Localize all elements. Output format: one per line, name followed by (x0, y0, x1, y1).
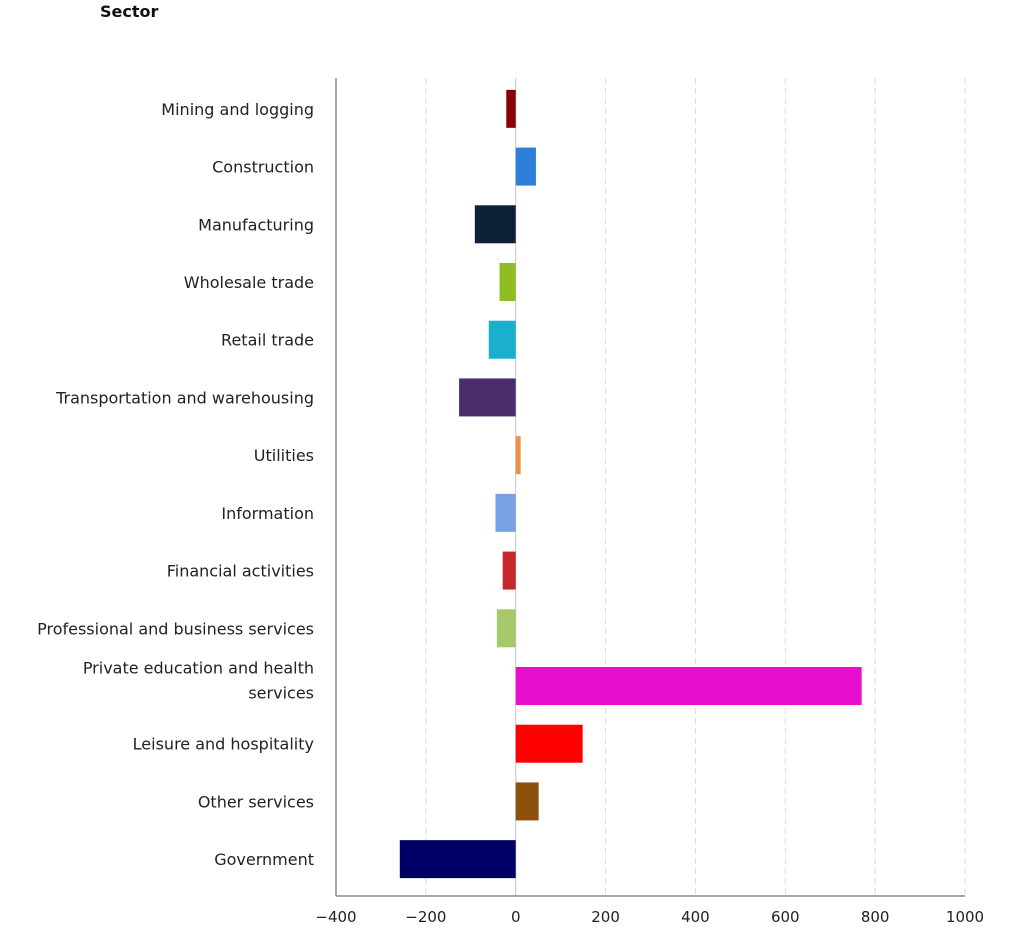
bar (496, 609, 516, 648)
x-tick-label: 400 (681, 908, 710, 926)
category-label: Utilities (254, 446, 314, 465)
chart-title: Sector (100, 2, 159, 21)
category-label: Professional and business services (37, 619, 314, 638)
x-tick-label: −400 (315, 908, 356, 926)
category-label: Manufacturing (198, 215, 314, 234)
x-tick-label: 800 (861, 908, 890, 926)
category-label: Private education and health (83, 659, 314, 678)
bar (515, 436, 521, 475)
category-label: Leisure and hospitality (133, 735, 314, 754)
category-label: Retail trade (221, 331, 314, 350)
bar (515, 147, 536, 186)
x-tick-label: −200 (405, 908, 446, 926)
category-label: Financial activities (167, 562, 314, 581)
category-label: Transportation and warehousing (55, 388, 314, 407)
bar (506, 89, 516, 128)
bar (495, 493, 516, 532)
category-label: Information (221, 504, 314, 523)
category-label: Other services (198, 792, 314, 811)
bar (488, 320, 516, 359)
category-label: Mining and logging (161, 100, 314, 119)
category-label: services (248, 684, 314, 703)
bar (399, 840, 516, 879)
bar (515, 782, 539, 821)
x-tick-label: 1000 (946, 908, 984, 926)
bar (474, 205, 516, 244)
x-tick-label: 0 (511, 908, 521, 926)
bar (459, 378, 516, 417)
x-tick-label: 200 (591, 908, 620, 926)
x-tick-label: 600 (771, 908, 800, 926)
bar (502, 551, 516, 590)
bar (515, 724, 583, 763)
bar (499, 263, 516, 301)
category-label: Wholesale trade (184, 273, 314, 292)
category-label: Government (214, 850, 314, 869)
category-label: Construction (212, 158, 314, 177)
bar (515, 667, 862, 705)
